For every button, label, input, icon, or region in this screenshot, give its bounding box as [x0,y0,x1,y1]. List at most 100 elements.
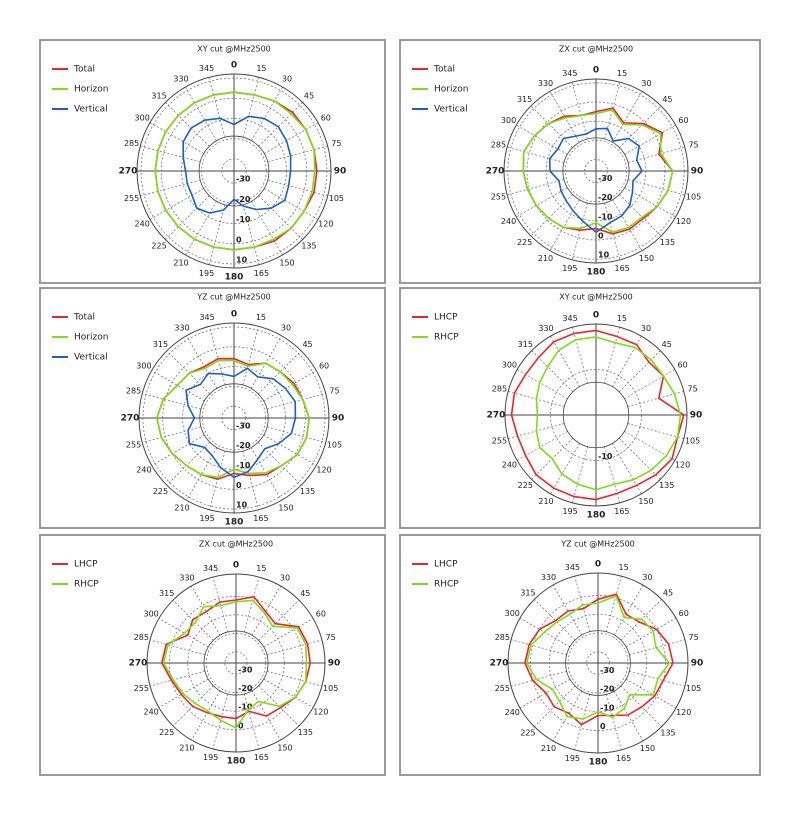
angle-label: 300 [502,361,517,370]
panel-frame [399,39,761,284]
legend-label: RHCP [74,580,99,590]
grid-ring [187,614,285,712]
angle-label: 255 [134,684,149,693]
grid-ring [221,405,247,431]
angle-label: 15 [617,314,627,323]
angle-label: 135 [301,241,316,250]
r-tick-label: -10 [238,703,253,712]
polar-panel: XY cut @MHz2500 -30 -20 -10 0 10 0 15 30 45 60 75 90… [39,39,386,284]
spoke [606,575,622,632]
angle-label: 135 [300,487,315,496]
spoke [266,639,323,656]
spoke [510,671,567,687]
spoke [624,124,676,155]
angle-label: 105 [685,436,700,445]
angle-label: 75 [329,387,339,396]
angle-label: 165 [616,754,631,763]
grid-ring [567,632,629,694]
angle-label: 270 [487,411,506,421]
angle-label: 30 [282,75,292,84]
angle-label: 345 [199,64,214,73]
series-line [160,595,312,720]
r-tick-label: -20 [598,193,613,202]
spoke [572,327,588,384]
polar-panel: XY cut @MHz2500 -10 0 15 30 45 60 75 90 105 120 135… [399,287,761,529]
angle-label: 180 [225,273,244,283]
angle-label: 0 [231,310,237,320]
outer-ring [146,573,326,753]
angle-label: 300 [501,116,516,125]
series-line [524,593,674,726]
angle-label: 285 [492,385,507,394]
angle-label: 240 [143,708,158,717]
angle-label: 105 [686,684,701,693]
polar-panel: ZX cut @MHz2500 -30 -20 -10 0 10 0 15 30 45 60 75 90… [399,39,761,284]
angle-label: 165 [253,514,268,523]
r-tick-label: 0 [236,235,242,244]
grid-ring [201,138,267,204]
polar-panel: YZ cut @MHz2500 -30 -20 -10 0 10 0 15 30 45 60 75 90… [39,287,386,529]
angle-label: 195 [199,514,214,523]
angle-label: 135 [660,238,675,247]
angle-label: 330 [179,574,194,583]
angle-label: 345 [562,69,577,78]
angle-label: 330 [173,75,188,84]
grid-ring [201,385,267,451]
angle-label: 90 [334,167,347,177]
angle-label: 60 [316,610,326,619]
angle-label: 45 [300,589,310,598]
grid-ring [162,346,306,490]
angle-label: 90 [691,167,704,177]
spoke [629,639,686,655]
angle-label: 135 [298,728,313,737]
angle-label: 105 [323,684,338,693]
angle-label: 300 [135,114,150,123]
grid-ring [584,159,608,183]
grid-ring [205,632,267,694]
angle-label: 315 [520,588,535,597]
angle-label: 120 [313,708,328,717]
spoke [258,599,300,641]
angle-label: 285 [134,633,149,642]
angle-label: 120 [316,466,331,475]
legend-label: Vertical [74,105,108,115]
spoke [158,618,209,648]
legend-label: LHCP [434,313,458,323]
angle-label: 45 [662,340,672,349]
angle-label: 330 [174,323,189,332]
inner-ring [199,383,269,453]
angle-label: 270 [119,167,138,177]
legend-label: LHCP [74,560,98,570]
angle-label: 45 [662,95,672,104]
angle-label: 345 [199,313,214,322]
grid-ring [530,595,666,731]
angle-label: 180 [227,757,246,767]
angle-label: 165 [614,507,629,516]
angle-label: 105 [686,193,701,202]
angle-label: 165 [254,269,269,278]
spoke [625,617,677,648]
spoke [212,693,229,750]
spoke [263,618,314,648]
angle-label: 60 [319,362,329,371]
angle-label: 150 [640,744,655,753]
angle-label: 15 [256,64,266,73]
r-tick-label: -30 [236,421,251,430]
angle-label: 210 [538,254,553,263]
angle-label: 210 [179,743,194,752]
angle-label: 240 [502,461,517,470]
polar-panel: YZ cut @MHz2500 -30 -20 -10 0 0 15 30 45 60 75 90 10… [399,534,761,776]
angle-label: 195 [565,754,580,763]
grid-ring [168,595,304,731]
grid-ring [550,369,642,461]
series-line [155,359,311,479]
r-tick-label: -10 [236,461,251,470]
r-tick-label: 0 [600,722,606,731]
angle-label: 150 [639,254,654,263]
angle-label: 210 [541,744,556,753]
angle-label: 225 [517,238,532,247]
inner-ring [198,135,270,207]
spoke [613,584,644,636]
spoke [618,350,661,393]
r-tick-label: 0 [238,721,244,730]
